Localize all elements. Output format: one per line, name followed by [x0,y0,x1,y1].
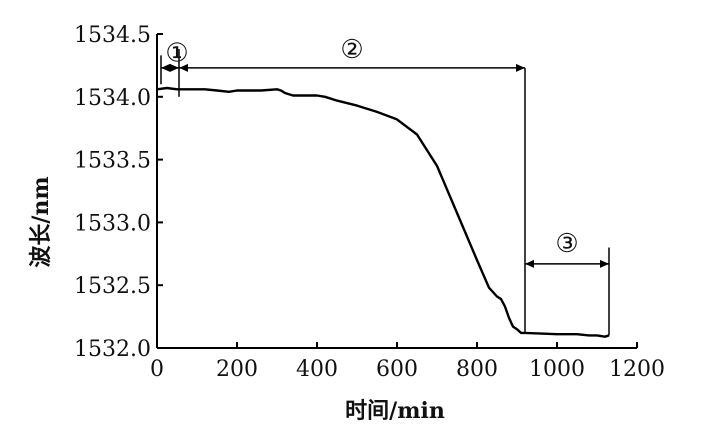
x-tick-label: 1200 [609,357,665,382]
y-tick-label: 1533.5 [74,149,151,174]
arrow-head [525,259,534,268]
x-tick-label: 200 [216,357,258,382]
stage-label: ① [165,39,188,69]
arrow-head [600,259,609,268]
y-tick-label: 1534.5 [74,23,151,48]
x-tick-label: 0 [150,357,164,382]
y-tick-label: 1533.0 [74,211,151,236]
x-tick-label: 600 [376,357,418,382]
x-axis-label: 时间/min [345,398,445,424]
arrow-head [161,63,170,72]
x-tick-label: 800 [456,357,498,382]
y-tick-label: 1534.0 [74,86,151,111]
y-tick-label: 1532.0 [74,337,151,362]
arrow-head [179,63,188,72]
stage-annotations: ① ② ③ [160,35,610,336]
stage-label: ③ [555,229,578,259]
axes [156,34,637,349]
y-tick-label: 1532.5 [74,274,151,299]
arrow-head [516,63,525,72]
x-tick-label: 400 [296,357,338,382]
series-line [156,86,610,338]
y-axis-label: 波长/nm [28,176,54,267]
arrow-head [170,63,179,72]
stage-label: ② [340,35,363,65]
x-ticks: 0 200 400 600 800 1000 1200 [150,342,665,382]
y-ticks: 1532.0 1532.5 1533.0 1533.5 1534.0 1534.5 [74,23,163,362]
x-tick-label: 1000 [529,357,585,382]
